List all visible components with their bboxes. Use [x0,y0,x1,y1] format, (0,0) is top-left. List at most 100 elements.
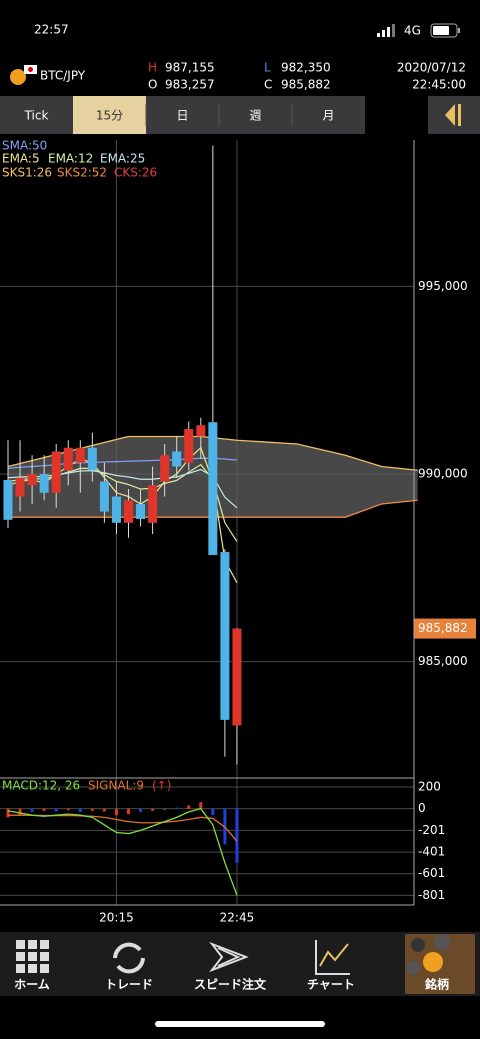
candle-body [51,451,61,493]
status-time: 22:57 [34,23,69,37]
legend: SMA:50 [2,139,47,153]
home-icon[interactable] [16,940,49,973]
candle-body [160,455,170,482]
low: 982,350 [281,61,331,75]
macd-bar [30,808,34,812]
y-tick-label: 990,000 [418,467,468,481]
macd-tick-label: 200 [418,780,441,794]
y-tick-label: 985,000 [418,654,468,668]
legend: EMA:5 [2,152,40,166]
candle-body [208,422,218,556]
tab-active[interactable] [73,96,146,134]
macd-tick-label: -401 [418,845,445,859]
macd-bar [187,805,191,809]
candle-body [87,447,97,471]
tab[interactable]: Tick [24,109,49,123]
nav-label[interactable]: スピード注文 [194,977,267,992]
macd-bar [66,808,70,811]
legend: SIGNAL:9 [88,779,144,793]
trade-icon[interactable] [113,942,145,974]
nav-label[interactable]: 銘柄 [425,977,449,992]
macd-bar [235,808,239,863]
candle-body [27,474,37,486]
nav-label[interactable]: トレード [105,978,153,992]
candle-body [99,481,109,512]
legend: EMA:12 [48,152,93,166]
network: 4G [404,24,421,38]
candle-body [124,500,133,523]
candle-body [15,477,25,497]
macd-bar [42,808,46,811]
macd-bar [127,808,130,815]
macd-bar [175,807,179,809]
legend: EMA:25 [100,152,145,166]
macd-bar [90,808,94,811]
candle-body [3,480,13,520]
macd-bar [114,808,118,816]
low-label: L [264,61,271,75]
candle-body [172,451,182,467]
candle-body [75,447,85,463]
time: 22:45:00 [412,78,466,92]
macd-line [7,807,238,896]
legend: SKS1:26 [2,166,52,180]
candle-body [196,425,206,437]
candle-body [136,504,146,520]
macd-tick-label: -201 [418,823,445,837]
legend: CKS:26 [114,166,157,180]
macd-bar [151,808,155,811]
tab[interactable]: 15分 [96,109,123,123]
close-label: C [264,78,272,92]
macd-bar [139,808,143,812]
candle-body [220,552,230,720]
macd-tick-label: -801 [418,888,445,902]
macd-bar [199,802,203,809]
open: 983,257 [165,78,215,92]
x-tick-label: 20:15 [99,911,134,925]
macd-bar [54,808,58,812]
macd-bar [78,808,82,812]
tab[interactable]: 月 [322,109,334,123]
signal-icon [377,24,395,37]
legend: MACD:12, 26 [2,779,80,793]
sks1-line [7,435,418,471]
nav-label[interactable]: チャート [307,978,355,992]
tab[interactable]: 週 [249,109,261,123]
chart-icon[interactable] [315,940,350,975]
coin-icon [10,65,37,85]
home-indicator [155,1021,325,1027]
candle-body [39,474,49,493]
x-tick-label: 22:45 [220,911,255,925]
nav-label[interactable]: ホーム [14,978,50,992]
price-tag [414,618,476,639]
ma-line [7,457,238,469]
nav-bar [0,932,480,996]
macd-bar [6,808,10,818]
battery-icon [430,23,460,38]
candle-body [148,485,158,523]
candle-body [111,496,121,523]
tab[interactable]: 日 [176,109,188,123]
macd-bar [163,808,167,810]
date: 2020/07/12 [397,61,466,75]
candle-body [184,428,194,463]
symbol: BTC/JPY [40,69,86,83]
coins-icon[interactable] [406,934,450,975]
collapse-icon [445,104,461,126]
speed-icon[interactable] [209,941,249,973]
macd-bar [102,808,106,812]
legend: SKS2:52 [57,166,107,180]
high-label: H [148,61,157,75]
tab-bar [0,96,365,134]
macd-tick-label: -601 [418,866,445,880]
price-tag-label: 985,882 [418,621,468,635]
macd-bar [211,808,215,816]
macd-bar [18,808,22,816]
candle-body [63,447,73,471]
high: 987,155 [165,61,215,75]
close: 985,882 [281,78,331,92]
open-label: O [148,78,157,92]
legend: (↑) [152,779,171,793]
